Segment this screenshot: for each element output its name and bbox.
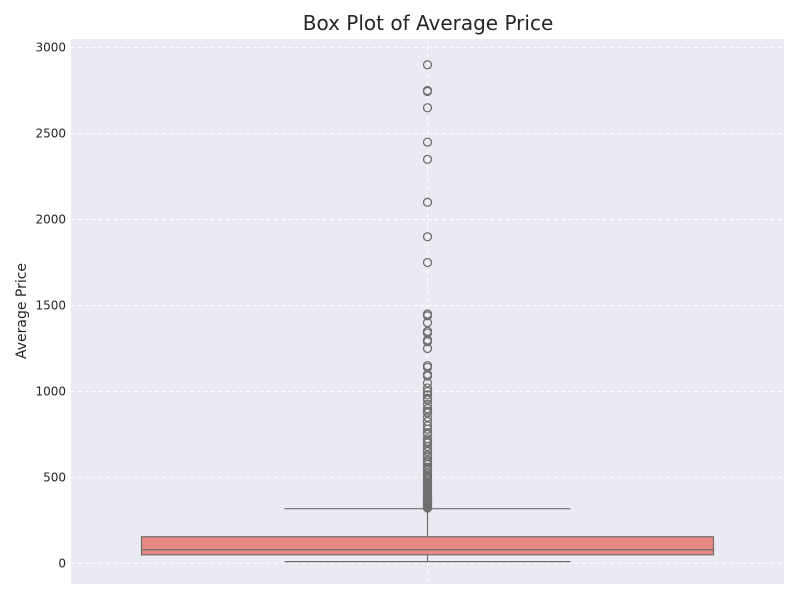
y-axis-label: Average Price bbox=[14, 263, 30, 359]
outlier-point bbox=[422, 503, 433, 513]
outlier-point bbox=[422, 383, 433, 393]
y-tick-label: 500 bbox=[43, 470, 66, 484]
outlier-point bbox=[422, 336, 433, 347]
outlier-points bbox=[422, 60, 433, 513]
outlier-point bbox=[422, 232, 433, 242]
y-tick-label: 2000 bbox=[35, 213, 66, 227]
outlier-point bbox=[422, 60, 433, 70]
outlier-point bbox=[422, 424, 433, 434]
y-tick-label: 3000 bbox=[35, 41, 66, 55]
outlier-point bbox=[422, 311, 433, 321]
outlier-point bbox=[422, 86, 433, 97]
iqr-box bbox=[140, 536, 715, 556]
y-axis-ticks: 0 500 1000 1500 2000 2500 3000 bbox=[35, 41, 66, 571]
y-tick-label: 1500 bbox=[35, 298, 66, 312]
outlier-point bbox=[422, 257, 433, 268]
outlier-point bbox=[422, 137, 433, 147]
outlier-point bbox=[422, 371, 433, 381]
outlier-point bbox=[422, 343, 433, 354]
y-tick-label: 1000 bbox=[35, 384, 66, 398]
y-tick-label: 2500 bbox=[35, 127, 66, 141]
outlier-point bbox=[422, 390, 433, 400]
chart-title: Box Plot of Average Price bbox=[303, 11, 554, 35]
outlier-point bbox=[422, 197, 433, 207]
outlier-point bbox=[422, 103, 433, 113]
outlier-point bbox=[422, 154, 433, 164]
y-tick-label: 0 bbox=[58, 556, 66, 570]
